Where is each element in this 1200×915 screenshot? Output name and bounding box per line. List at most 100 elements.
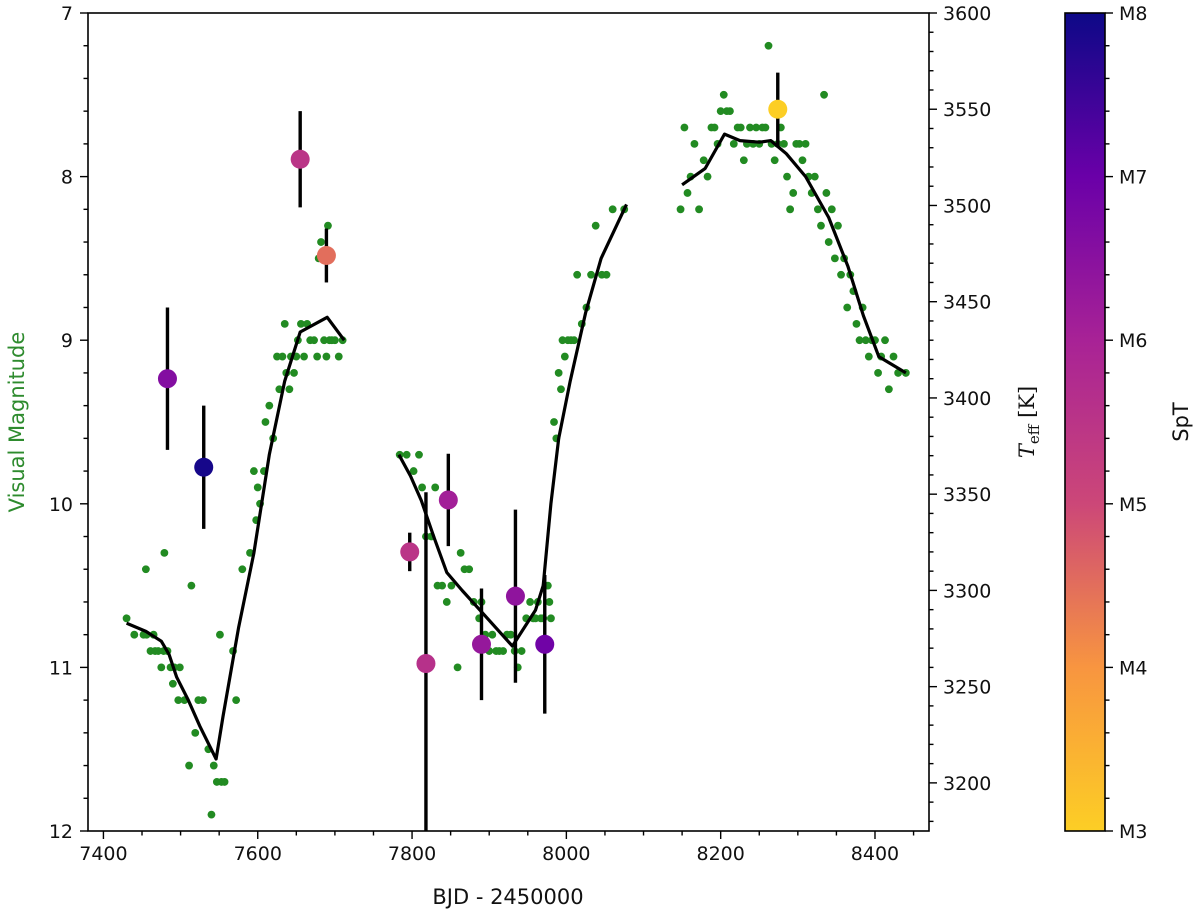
right-y-tick-label: 3200 (943, 773, 991, 795)
visual-magnitude-point (447, 581, 456, 590)
visual-magnitude-point (770, 156, 779, 165)
visual-magnitude-point (573, 270, 582, 279)
visual-magnitude-point (297, 319, 305, 328)
teff-point (157, 369, 177, 389)
x-tick-label: 7800 (388, 843, 436, 865)
visual-magnitude-point (313, 352, 322, 361)
colorbar-tick-label: M5 (1119, 494, 1147, 516)
visual-magnitude-point (207, 810, 216, 819)
visual-magnitude-point (798, 156, 807, 165)
visual-magnitude-point (729, 139, 738, 148)
visual-magnitude-point (683, 189, 692, 197)
visual-magnitude-point (852, 319, 861, 328)
visual-magnitude-point (157, 663, 166, 672)
teff-point (535, 634, 555, 654)
right-y-axis-label: Teff [K] (1015, 386, 1043, 458)
x-tick-label: 8400 (851, 843, 899, 865)
colorbar-label: SpT (1169, 402, 1193, 442)
visual-magnitude-point (545, 598, 554, 606)
visual-magnitude-point (587, 270, 595, 279)
visual-magnitude-point (690, 139, 699, 148)
right-y-tick-label: 3400 (943, 388, 991, 410)
visual-trend-line (681, 132, 907, 375)
visual-magnitude-point (680, 123, 689, 132)
visual-magnitude-point (456, 548, 465, 557)
visual-magnitude-point (827, 205, 836, 214)
plot-area (88, 13, 929, 831)
visual-magnitude-point (736, 123, 745, 132)
right-y-tick-label: 3500 (943, 195, 991, 217)
visual-magnitude-point (822, 189, 831, 197)
plot-frame (87, 12, 930, 832)
visual-magnitude-point (824, 238, 833, 246)
visual-magnitude-point (557, 385, 565, 394)
visual-magnitude-point (789, 189, 798, 197)
colorbar-tick-label: M8 (1119, 3, 1147, 25)
visual-magnitude-point (122, 614, 131, 623)
visual-magnitude-point (438, 581, 447, 590)
visual-magnitude-point (265, 401, 274, 410)
visual-magnitude-point (834, 221, 842, 230)
teff-point (768, 99, 788, 119)
x-tick-label: 7400 (79, 843, 127, 865)
visual-magnitude-point (710, 123, 719, 132)
visual-magnitude-point (300, 352, 308, 361)
visual-magnitude-point (130, 630, 139, 639)
visual-magnitude-point (531, 614, 540, 623)
visual-magnitude-point (783, 172, 791, 181)
right-y-tick-label: 3450 (943, 292, 991, 314)
teff-point (400, 542, 420, 562)
visual-magnitude-point (232, 696, 241, 705)
x-axis-label: BJD - 2450000 (432, 885, 583, 909)
right-y-tick-label: 3300 (943, 580, 991, 602)
left-y-tick-label: 7 (61, 3, 73, 25)
visual-magnitude-point (310, 336, 318, 345)
visual-magnitude-point (185, 761, 193, 770)
visual-magnitude-point (676, 205, 685, 214)
visual-magnitude-point (861, 336, 870, 345)
visual-magnitude-point (174, 696, 183, 705)
visual-magnitude-point (608, 205, 617, 214)
colorbar-tick-label: M6 (1119, 330, 1147, 352)
visual-magnitude-point (415, 450, 423, 459)
visual-magnitude-point (442, 598, 451, 606)
visual-magnitude-point (238, 565, 247, 574)
visual-magnitude-point (261, 418, 270, 426)
visual-magnitude-point (801, 139, 810, 148)
visual-magnitude-point (431, 483, 440, 492)
colorbar-tick-label: M4 (1119, 657, 1147, 679)
visual-magnitude-point (554, 369, 563, 377)
visual-magnitude-point (154, 647, 163, 655)
visual-magnitude-point (716, 107, 725, 116)
visual-magnitude-point (249, 467, 258, 475)
left-y-axis: 7 8 9 10 11 12 (49, 3, 88, 843)
visual-magnitude-point (278, 352, 287, 361)
x-tick-label: 8200 (696, 843, 744, 865)
visual-magnitude-point (820, 90, 828, 99)
visual-magnitude-point (526, 598, 535, 606)
visual-magnitude-point (837, 270, 845, 279)
visual-magnitude-point (726, 107, 734, 116)
left-y-tick-label: 12 (49, 821, 73, 843)
visual-magnitude-point (317, 238, 325, 246)
visual-magnitude-point (570, 336, 578, 345)
visual-magnitude-point (191, 728, 200, 737)
visual-magnitude-point (465, 565, 474, 574)
visual-magnitude-point (830, 254, 839, 263)
visual-magnitude-point (220, 778, 229, 786)
x-tick-label: 8000 (542, 843, 590, 865)
visual-magnitude-point (764, 41, 773, 50)
visual-magnitude-point (602, 270, 611, 279)
visual-magnitude-point (864, 352, 873, 361)
visual-magnitude-point (209, 761, 218, 770)
visual-magnitude-point (810, 172, 819, 181)
right-y-tick-label: 3250 (943, 677, 991, 699)
visual-magnitude-point (322, 352, 331, 361)
left-y-tick-label: 10 (49, 494, 73, 516)
visual-magnitude-point (517, 647, 526, 655)
visual-magnitude-point (160, 548, 169, 557)
colorbar (1064, 12, 1106, 832)
left-y-tick-label: 11 (49, 657, 73, 679)
colorbar-tick-label: M3 (1119, 821, 1147, 843)
